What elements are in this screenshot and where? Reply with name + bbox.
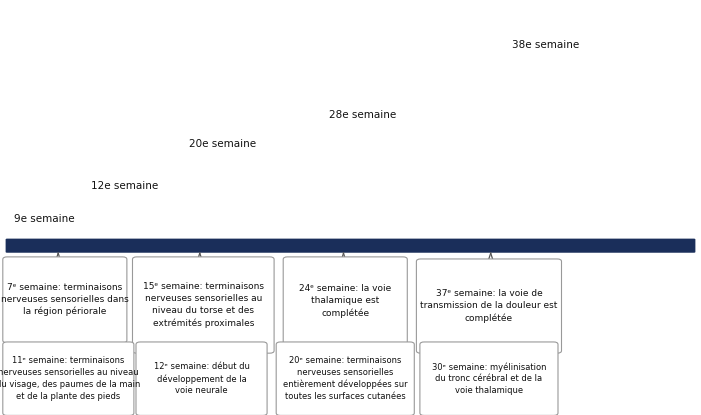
Text: 12e semaine: 12e semaine [91, 181, 158, 191]
FancyBboxPatch shape [276, 342, 414, 415]
Text: 20e semaine: 20e semaine [189, 139, 257, 149]
Text: 24ᵉ semaine: la voie
thalamique est
complétée: 24ᵉ semaine: la voie thalamique est comp… [299, 284, 391, 317]
Text: 20ᵉ semaine: terminaisons
nerveuses sensorielles
entièrement développées sur
tou: 20ᵉ semaine: terminaisons nerveuses sens… [283, 356, 407, 401]
FancyBboxPatch shape [283, 257, 407, 345]
Text: 11ᵉ semaine: terminaisons
nerveuses sensorielles au niveau
du visage, des paumes: 11ᵉ semaine: terminaisons nerveuses sens… [0, 356, 140, 401]
FancyBboxPatch shape [3, 257, 127, 343]
Text: 7ᵉ semaine: terminaisons
nerveuses sensorielles dans
la région périorale: 7ᵉ semaine: terminaisons nerveuses senso… [1, 283, 129, 317]
Text: 28e semaine: 28e semaine [329, 110, 397, 120]
FancyBboxPatch shape [3, 342, 134, 415]
Text: 30ᵉ semaine: myélinisation
du tronc cérébral et de la
voie thalamique: 30ᵉ semaine: myélinisation du tronc céré… [432, 362, 546, 395]
FancyBboxPatch shape [136, 342, 267, 415]
Text: 15ᵉ semaine: terminaisons
nerveuses sensorielles au
niveau du torse et des
extré: 15ᵉ semaine: terminaisons nerveuses sens… [143, 283, 264, 327]
Text: 37ᵉ semaine: la voie de
transmission de la douleur est
complétée: 37ᵉ semaine: la voie de transmission de … [421, 289, 557, 323]
FancyBboxPatch shape [6, 239, 695, 253]
FancyBboxPatch shape [132, 257, 274, 353]
FancyBboxPatch shape [416, 259, 562, 353]
FancyBboxPatch shape [420, 342, 558, 415]
Text: 9e semaine: 9e semaine [14, 214, 74, 224]
Text: 38e semaine: 38e semaine [512, 40, 579, 50]
Text: 12ᵉ semaine: début du
développement de la
voie neurale: 12ᵉ semaine: début du développement de l… [154, 362, 250, 395]
